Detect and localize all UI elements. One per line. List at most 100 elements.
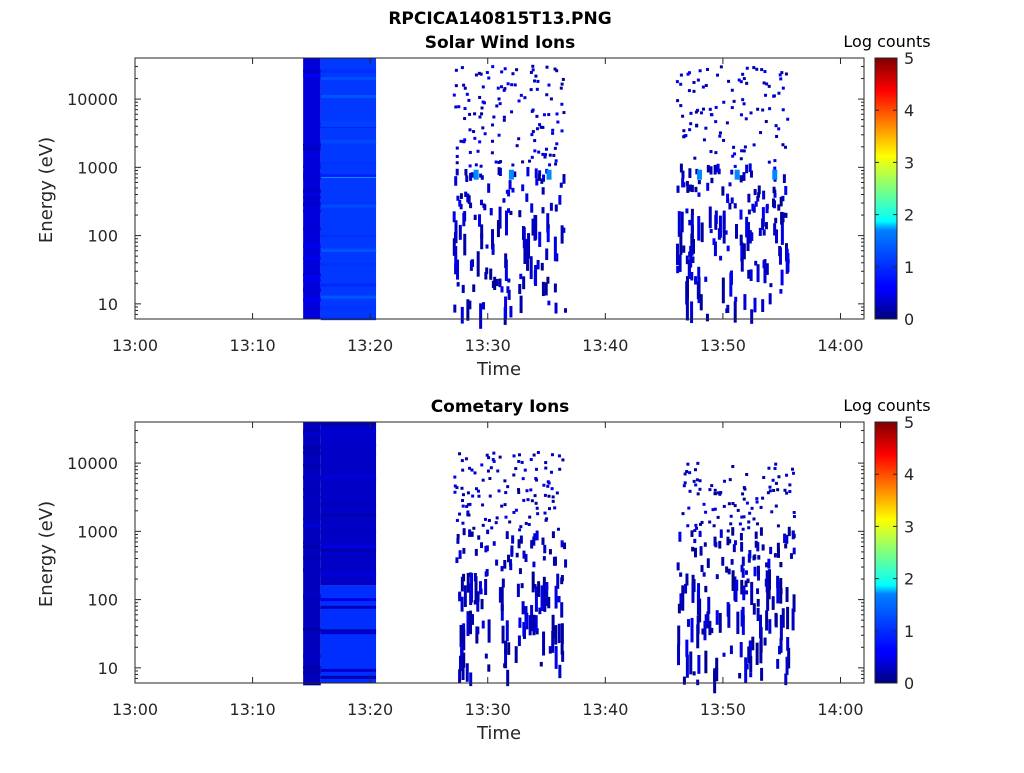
data-bin (473, 136, 477, 140)
data-bin (477, 494, 481, 498)
data-bin (529, 88, 533, 92)
data-bin (484, 579, 488, 596)
data-bin (460, 66, 464, 70)
data-bin (682, 135, 686, 139)
data-bin (750, 232, 754, 241)
data-bin (484, 545, 488, 553)
data-bin (460, 486, 464, 490)
x-tick-label: 14:00 (817, 336, 863, 355)
data-bin (538, 123, 542, 127)
data-bin (476, 149, 480, 153)
data-bin (468, 112, 472, 116)
data-bin (495, 104, 499, 108)
data-bin (740, 564, 744, 573)
data-bin (733, 504, 737, 508)
data-bin (468, 128, 472, 132)
data-bin (541, 537, 545, 545)
data-bin (455, 168, 459, 176)
data-bin (534, 74, 538, 78)
data-bin (773, 159, 777, 163)
data-bin (693, 528, 697, 532)
data-bin (479, 72, 483, 76)
data-bin (485, 71, 489, 75)
data-bin (719, 65, 723, 69)
data-band-bin (320, 675, 377, 679)
data-bin (713, 507, 717, 511)
data-bin (698, 487, 702, 491)
data-bin (714, 120, 718, 124)
data-bin (706, 67, 710, 71)
data-bin (709, 228, 713, 234)
data-bin (786, 637, 790, 651)
data-bin (769, 546, 773, 555)
data-bin (729, 645, 733, 655)
data-bin (506, 669, 510, 687)
data-bin (784, 543, 788, 549)
data-bin (551, 614, 555, 639)
data-bin (533, 214, 537, 241)
data-bin (466, 299, 470, 321)
data-bin (534, 264, 538, 287)
data-bin (547, 596, 551, 609)
data-bin (765, 263, 769, 275)
data-bin (699, 522, 703, 526)
data-bin (537, 173, 541, 181)
data-bin (698, 69, 702, 73)
data-bin (728, 202, 732, 210)
data-bin (486, 469, 490, 473)
data-bin (502, 198, 506, 203)
data-bin (779, 637, 783, 653)
data-bin (777, 91, 781, 95)
data-bin (688, 128, 692, 132)
data-bin (675, 243, 679, 266)
data-band-bin (303, 287, 321, 291)
data-bin (696, 78, 700, 82)
data-bin (556, 120, 560, 124)
data-bin (696, 615, 700, 635)
data-bin (560, 540, 564, 548)
data-bin (535, 178, 539, 186)
data-bin (497, 133, 501, 137)
data-bin (786, 606, 790, 630)
data-band-bin (320, 513, 377, 517)
data-bin (702, 502, 706, 506)
data-bin (456, 533, 460, 539)
data-bin (759, 641, 763, 664)
data-bin (543, 155, 547, 159)
data-bin (683, 472, 687, 476)
data-bin (540, 262, 544, 271)
data-bin (688, 184, 692, 192)
data-bin (704, 83, 708, 87)
data-bin (557, 623, 561, 644)
data-bin (738, 673, 742, 679)
data-bin (465, 505, 469, 509)
data-bin (752, 143, 756, 147)
data-bin (718, 131, 722, 135)
data-bin (768, 619, 772, 634)
data-bin (775, 229, 779, 244)
data-bin (759, 527, 763, 536)
data-bin (729, 522, 733, 526)
data-bin (524, 521, 528, 525)
data-bin (690, 208, 694, 215)
data-bin (506, 82, 510, 86)
y-axis: 10 100 1000 10000 (67, 57, 864, 320)
data-bin (541, 125, 545, 129)
data-bin (544, 153, 548, 157)
data-bin (758, 614, 762, 639)
data-band-bin (303, 567, 321, 571)
data-bin (515, 68, 519, 72)
data-band-bin (320, 234, 377, 238)
data-bin (504, 491, 508, 495)
data-bin (541, 207, 545, 214)
data-bin (754, 201, 758, 207)
data-bin (773, 467, 777, 471)
data-bin (739, 532, 743, 541)
data-bin (476, 591, 480, 602)
colorbar-tick-label: 2 (904, 570, 914, 589)
data-bin (547, 83, 551, 87)
data-bin (765, 82, 769, 86)
data-band-bin (303, 196, 321, 200)
data-bin (708, 488, 712, 492)
data-bin (704, 650, 708, 674)
